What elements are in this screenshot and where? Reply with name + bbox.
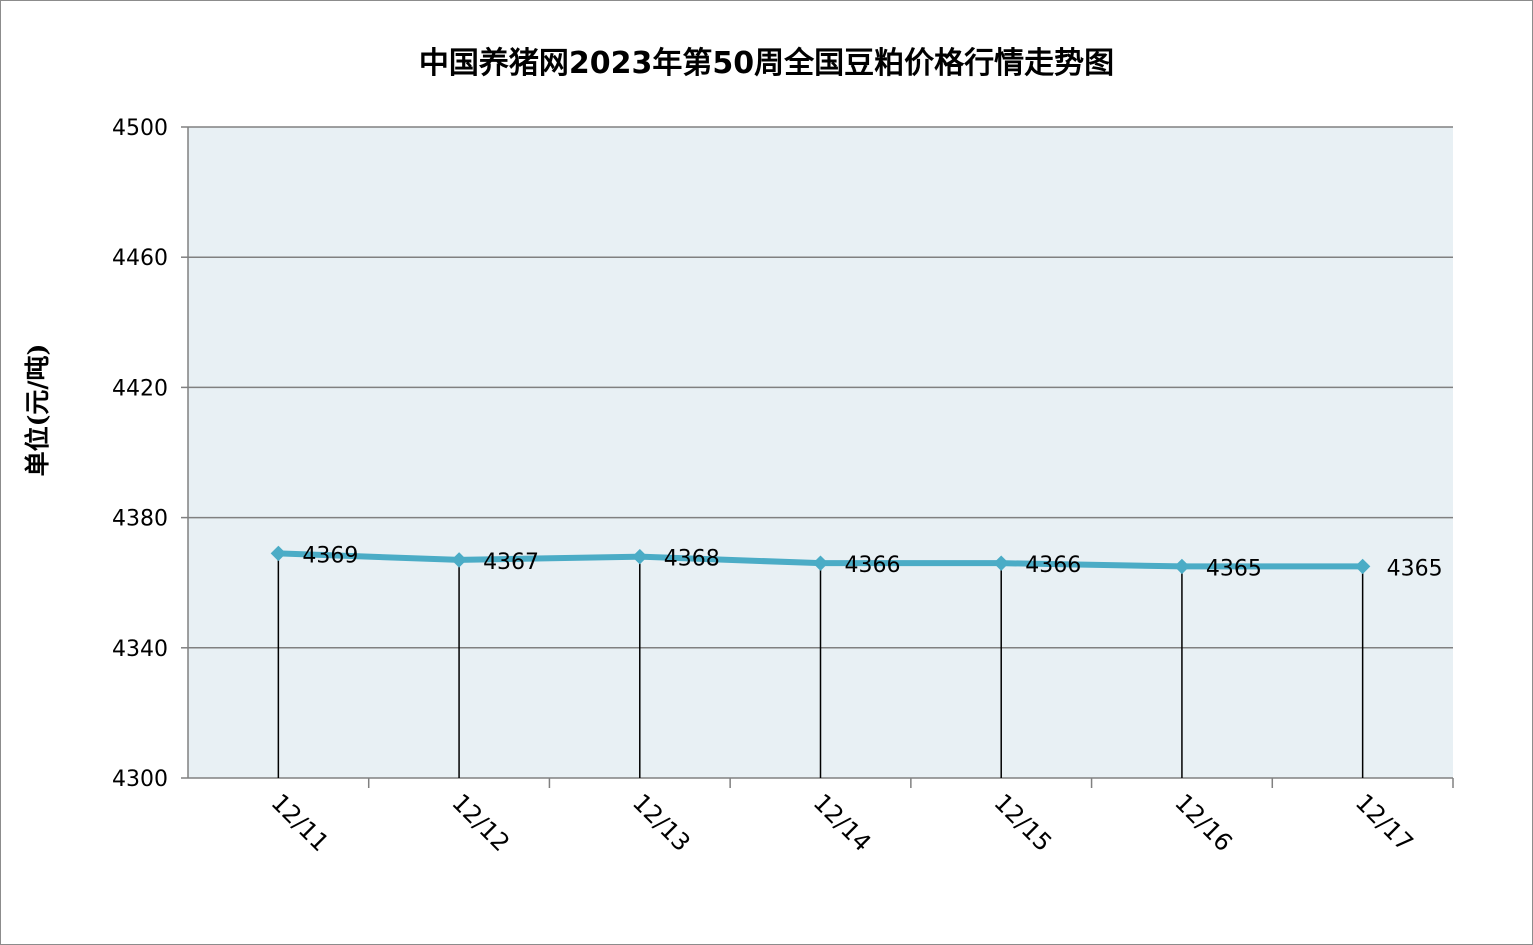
data-label: 4365 [1387,556,1443,581]
x-tick-label: 12/12 [446,788,515,857]
data-point [993,555,1009,571]
data-point [812,555,829,571]
data-label: 4367 [483,550,539,575]
data-point [1354,558,1371,575]
series [270,545,1371,575]
x-tick-label: 12/11 [266,788,335,857]
y-tick-label: 4300 [112,767,168,792]
data-point [632,548,648,565]
y-tick-label: 4380 [112,507,168,532]
x-tick-label: 12/13 [627,788,696,857]
y-tick-label: 4500 [112,116,168,141]
data-point [270,545,287,562]
data-label: 4366 [1025,553,1081,578]
y-tick-label: 4420 [112,376,168,401]
x-tick-label: 12/16 [1169,788,1238,857]
x-tick-label: 12/15 [988,788,1057,857]
data-label: 4368 [664,547,720,572]
drop-lines [277,553,1364,778]
data-point [1174,558,1190,575]
x-tick-label: 12/17 [1350,788,1419,857]
gridlines [188,126,1453,649]
y-tick-label: 4340 [112,637,168,662]
chart-title: 中国养猪网2023年第50周全国豆粕价格行情走势图 [418,46,1115,81]
data-label: 4369 [302,543,358,568]
data-label: 4365 [1206,556,1262,581]
y-tick-label: 4460 [112,246,168,271]
data-point [451,552,467,568]
labels: 4369 4367 4368 4366 4366 4365 4365 [302,543,1442,581]
x-tick-label: 12/14 [808,788,877,857]
data-label: 4366 [845,553,901,578]
